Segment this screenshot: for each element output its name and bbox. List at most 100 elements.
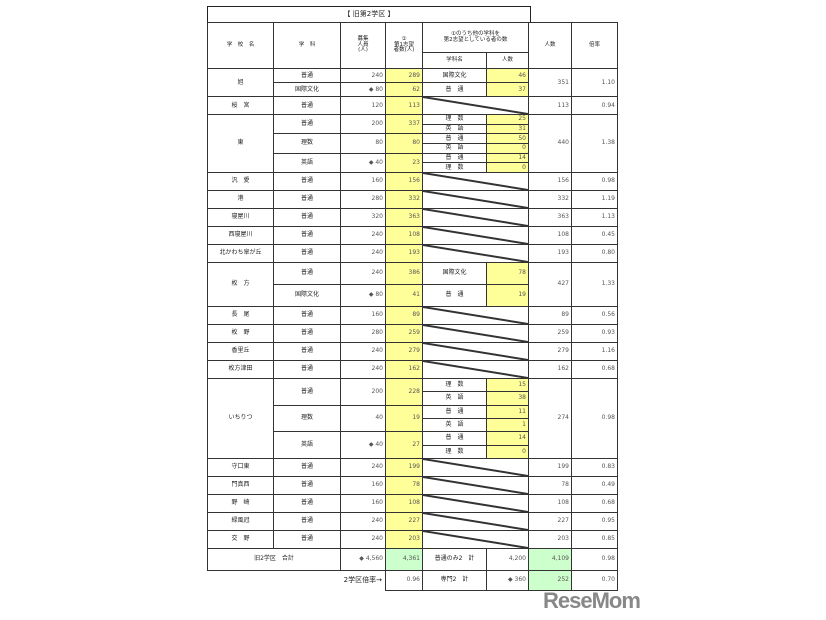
total-count: 108	[528, 493, 572, 513]
special-label: 専門2 計	[422, 569, 487, 591]
first-choice-count: 227	[385, 511, 423, 531]
no-second-choice	[422, 323, 529, 343]
spacer	[208, 570, 341, 590]
first-choice-count: 156	[385, 171, 423, 191]
table-row: 西寝屋川 普通 240 108 108 0.45	[207, 225, 618, 245]
ratio: 0.49	[571, 475, 618, 495]
school-name: 香里丘	[207, 341, 274, 361]
table-row: 汎 愛普通 160 156 156 0.98	[207, 171, 618, 191]
second-choice-course: 普 通	[422, 152, 487, 164]
first-choice-count: 228	[385, 377, 423, 406]
school-name: 交 野	[207, 529, 274, 549]
capacity: ◆ 40	[340, 431, 386, 459]
no-second-choice	[422, 511, 529, 531]
school-name: 野 崎	[207, 493, 274, 513]
table-row: 守口東 普通 240 199 199 0.83	[207, 457, 618, 477]
ratio: 0.93	[571, 323, 618, 343]
capacity: 280	[340, 323, 386, 343]
total-count: 363	[528, 207, 572, 227]
table-row: いちりつ 普通 200 228 理 数 15 274 0.98	[207, 377, 618, 459]
total-count: 156	[528, 171, 572, 191]
capacity: 320	[340, 207, 386, 227]
total-count: 89	[528, 305, 572, 325]
header-total: 人数	[528, 22, 572, 69]
second-choice-course: 英 語	[422, 417, 487, 433]
second-choice-count: 0	[486, 162, 529, 173]
diagonal-line	[423, 531, 528, 548]
special-capacity: ◆ 360	[486, 569, 529, 591]
no-second-choice	[422, 171, 529, 191]
header-course: 学 科	[273, 22, 341, 69]
second-choice-count: 14	[486, 431, 529, 446]
course-name: 普通	[273, 189, 341, 209]
first-choice-count: 80	[385, 133, 423, 154]
capacity: 160	[340, 493, 386, 513]
total-count: 199	[528, 457, 572, 477]
course-name: 英語	[273, 152, 341, 173]
capacity: 240	[340, 457, 386, 477]
school-name: いちりつ	[207, 377, 274, 459]
table-row: 枚 野普通 280 259 259 0.93	[207, 323, 618, 343]
no-second-choice	[422, 243, 529, 263]
capacity: 280	[340, 189, 386, 209]
diagonal-line	[423, 227, 528, 244]
total-count: 279	[528, 341, 572, 361]
totals-ratio: 0.98	[571, 547, 618, 571]
total-count: 193	[528, 243, 572, 263]
ratio: 0.85	[571, 529, 618, 549]
diagonal-line	[423, 325, 528, 342]
capacity: 200	[340, 377, 386, 406]
course-name: 英語	[273, 431, 341, 459]
no-second-choice	[422, 225, 529, 245]
diagonal-line	[423, 459, 528, 476]
school-name: 旭	[207, 68, 274, 97]
first-choice-count: 279	[385, 341, 423, 361]
school-name: 北かわち皐が丘	[207, 243, 274, 263]
first-choice-count: 289	[385, 68, 423, 83]
no-second-choice	[422, 475, 529, 495]
capacity: 240	[340, 341, 386, 361]
general-capacity: 4,200	[486, 547, 529, 571]
ratio: 0.68	[571, 359, 618, 379]
no-second-choice	[422, 96, 529, 115]
second-choice-count: 11	[486, 404, 529, 419]
totals-capacity: ◆ 4,560	[340, 547, 386, 571]
course-name: 国際文化	[273, 283, 341, 307]
capacity: 160	[340, 171, 386, 191]
course-name: 普通	[273, 377, 341, 406]
course-name: 普通	[273, 493, 341, 513]
header-school: 学 校 名	[207, 22, 274, 69]
capacity: 240	[340, 243, 386, 263]
bottom-row: 2学区倍率→ 0.96 専門2 計 ◆ 360 252 0.70	[208, 569, 618, 591]
capacity: 240	[340, 225, 386, 245]
no-second-choice	[422, 457, 529, 477]
capacity: 240	[340, 261, 386, 285]
second-choice-course: 普 通	[422, 283, 487, 307]
total-count: 78	[528, 475, 572, 495]
school-name: 枚方津田	[207, 359, 274, 379]
second-choice-course: 理 数	[422, 162, 487, 173]
capacity: 80	[340, 133, 386, 154]
table-row: 東普通 200 337 理 数 25 440 1.38	[207, 113, 618, 173]
table-row: 旭普通 240 289 国際文化 46 351 1.10	[207, 68, 618, 97]
course-name: 普通	[273, 113, 341, 135]
diagonal-line	[423, 97, 528, 114]
general-label: 普通のみ2 計	[422, 547, 487, 571]
header-second-choice: ①のうち他の学科を 第2志望としている者の数	[422, 22, 529, 53]
course-name: 普通	[273, 323, 341, 343]
total-count: 427	[528, 261, 572, 307]
course-name: 理数	[273, 404, 341, 433]
second-choice-course: 国際文化	[422, 68, 487, 83]
no-second-choice	[422, 493, 529, 513]
first-choice-count: 19	[385, 404, 423, 433]
second-choice-count: 1	[486, 417, 529, 433]
course-name: 国際文化	[273, 82, 341, 97]
header-second-count: 人数	[486, 52, 529, 69]
no-second-choice	[422, 207, 529, 227]
totals-label: 旧2学区 合計	[207, 547, 341, 571]
table-row: 英語 ◆ 40 23 普 通 14	[208, 152, 618, 173]
header-capacity: 募集 人員 (人)	[340, 22, 386, 69]
first-choice-count: 259	[385, 323, 423, 343]
total-count: 332	[528, 189, 572, 209]
course-name: 普通	[273, 359, 341, 379]
